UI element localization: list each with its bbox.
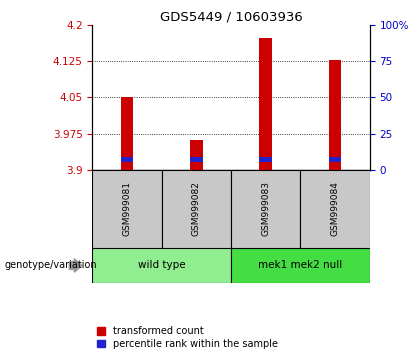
Bar — [260, 157, 272, 162]
Title: GDS5449 / 10603936: GDS5449 / 10603936 — [160, 11, 302, 24]
Bar — [190, 140, 202, 170]
Text: GSM999082: GSM999082 — [192, 181, 201, 236]
Bar — [92, 170, 162, 248]
Bar — [231, 248, 370, 283]
Text: mek1 mek2 null: mek1 mek2 null — [258, 261, 342, 270]
Text: GSM999081: GSM999081 — [123, 181, 131, 236]
Bar — [231, 170, 300, 248]
Legend: transformed count, percentile rank within the sample: transformed count, percentile rank withi… — [97, 326, 278, 349]
Bar — [121, 157, 133, 162]
Text: wild type: wild type — [138, 261, 186, 270]
Bar — [260, 38, 272, 170]
Text: GSM999083: GSM999083 — [261, 181, 270, 236]
Bar — [300, 170, 370, 248]
Text: GSM999084: GSM999084 — [331, 181, 339, 236]
Bar — [329, 157, 341, 162]
Bar — [121, 97, 133, 170]
Bar — [329, 59, 341, 170]
Bar — [92, 248, 231, 283]
Bar — [162, 170, 231, 248]
Bar — [190, 157, 202, 162]
Text: genotype/variation: genotype/variation — [4, 261, 97, 270]
